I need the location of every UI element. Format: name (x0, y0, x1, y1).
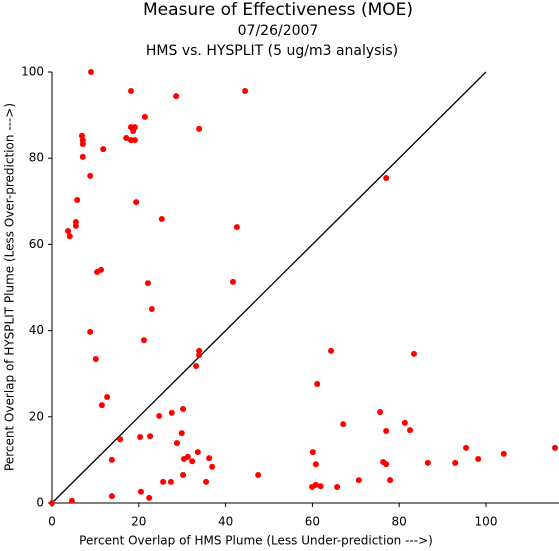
y-axis-label: Percent Overlap of HYSPLIT Plume (Less O… (3, 103, 17, 471)
point (229, 278, 236, 285)
chart-annotation: HMS vs. HYSPLIT (5 ug/m3 analysis) (146, 43, 398, 59)
point (194, 449, 201, 456)
point (158, 215, 165, 222)
x-tick-label: 100 (475, 515, 498, 529)
point (74, 197, 81, 204)
x-tick-label: 80 (392, 515, 407, 529)
point (383, 175, 390, 182)
point (317, 483, 324, 490)
point (87, 328, 94, 335)
point (314, 381, 321, 388)
point (131, 137, 138, 144)
point (180, 406, 187, 413)
y-tick-label: 0 (36, 496, 44, 510)
point (167, 478, 174, 485)
x-tick-label: 0 (48, 515, 56, 529)
point (147, 433, 154, 440)
point (141, 337, 148, 344)
point (407, 427, 414, 434)
point (383, 461, 390, 468)
point (156, 412, 163, 419)
point (383, 428, 390, 435)
point (137, 488, 144, 495)
point (255, 471, 262, 478)
point (123, 134, 130, 141)
point (334, 484, 341, 491)
point (328, 347, 335, 354)
point (184, 453, 191, 460)
point (401, 419, 408, 426)
point (203, 478, 210, 485)
point (79, 140, 86, 147)
reference-line (51, 71, 487, 504)
point (79, 153, 86, 160)
point (452, 459, 459, 466)
point (160, 478, 167, 485)
point (100, 146, 107, 153)
point (178, 430, 185, 437)
x-tick-label: 20 (131, 515, 146, 529)
point (552, 444, 559, 451)
point (312, 461, 319, 468)
point (168, 409, 175, 416)
point (308, 484, 315, 491)
point (72, 222, 79, 229)
point (144, 280, 151, 287)
point (180, 471, 187, 478)
point (88, 69, 95, 75)
point (87, 172, 94, 179)
point (146, 494, 153, 501)
y-tick-label: 80 (29, 151, 44, 165)
point (340, 421, 347, 428)
y-tick-label: 40 (29, 323, 44, 337)
point (196, 125, 203, 132)
point (173, 93, 180, 100)
point (49, 500, 55, 506)
point (196, 352, 203, 359)
point (233, 224, 240, 231)
point (410, 350, 417, 357)
point (209, 463, 216, 470)
chart-title: Measure of Effectiveness (MOE) (143, 0, 413, 20)
point (196, 347, 203, 354)
point (193, 362, 200, 369)
x-tick-label: 40 (218, 515, 233, 529)
point (206, 455, 213, 462)
x-tick-label: 60 (305, 515, 320, 529)
point (127, 87, 134, 94)
point (500, 450, 507, 457)
point (377, 409, 384, 416)
point (309, 449, 316, 456)
point (242, 87, 249, 94)
point (108, 456, 115, 463)
point (94, 268, 101, 275)
point (65, 228, 72, 235)
y-tick-label: 20 (29, 409, 44, 423)
point (92, 356, 99, 363)
point (117, 436, 124, 443)
point (130, 128, 137, 135)
chart-subtitle: 07/26/2007 (238, 23, 319, 39)
point (387, 477, 394, 484)
point (133, 199, 140, 206)
point (424, 459, 431, 466)
point (148, 306, 155, 313)
point (66, 233, 73, 240)
point (463, 444, 470, 451)
point (475, 456, 482, 463)
point (68, 497, 75, 504)
point (104, 393, 111, 400)
x-axis-label: Percent Overlap of HMS Plume (Less Under… (79, 534, 433, 548)
point (173, 440, 180, 447)
point (98, 402, 105, 409)
y-tick-label: 60 (29, 237, 44, 251)
point (108, 493, 115, 500)
point (137, 434, 144, 441)
point (189, 458, 196, 465)
point (141, 113, 148, 120)
y-tick-label: 100 (21, 65, 44, 79)
point (355, 477, 362, 484)
